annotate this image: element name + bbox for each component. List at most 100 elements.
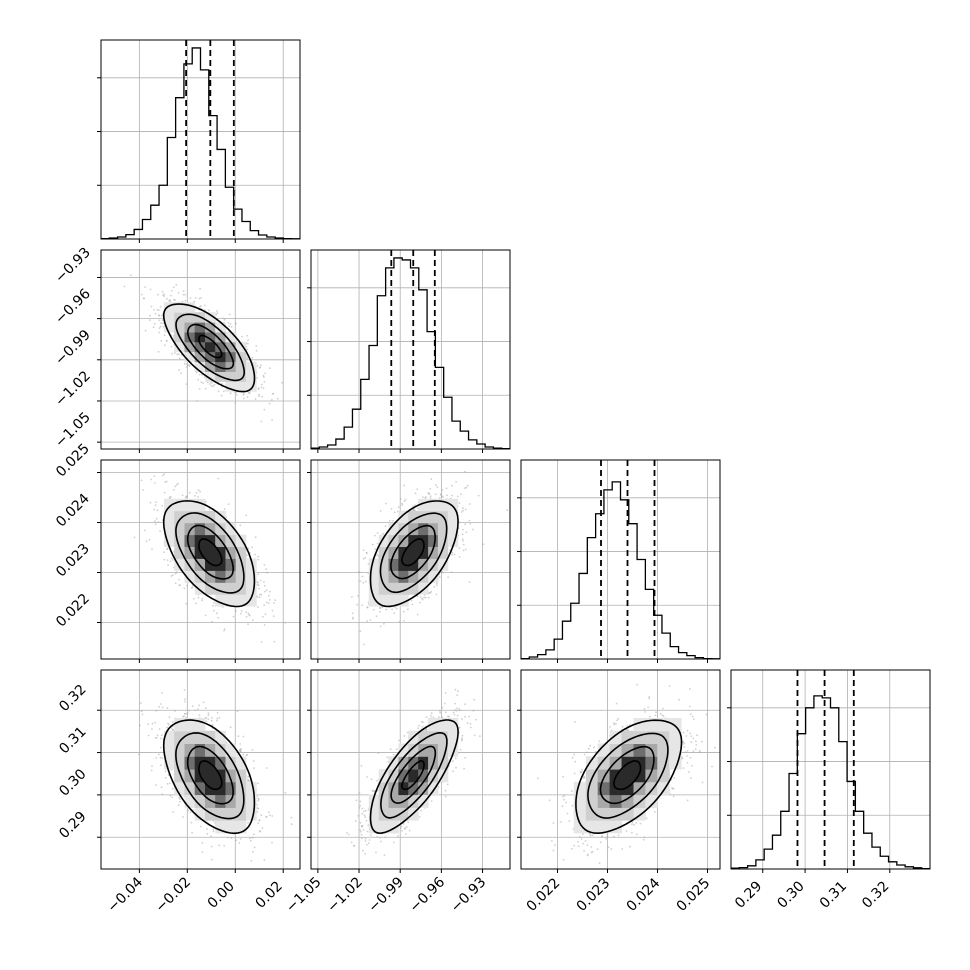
scatter-point	[155, 517, 158, 520]
scatter-point	[181, 300, 184, 303]
scatter-point	[191, 831, 194, 834]
density-cell	[418, 498, 429, 512]
density-cell	[215, 594, 226, 607]
scatter-point	[259, 579, 262, 582]
scatter-panel-1-0: −1.05−1.02−0.99−0.96−0.93	[52, 245, 301, 453]
histogram-step	[101, 47, 300, 239]
scatter-point	[385, 608, 388, 611]
density-cell	[215, 322, 226, 333]
panel-frame	[100, 39, 301, 240]
density-cell	[184, 546, 196, 559]
scatter-point	[246, 778, 249, 781]
scatter-point	[157, 350, 160, 353]
scatter-point	[256, 596, 259, 598]
density-cell	[194, 341, 206, 353]
scatter-point	[151, 548, 153, 551]
scatter-point	[458, 502, 461, 505]
scatter-point	[271, 393, 274, 395]
scatter-point	[247, 623, 250, 626]
scatter-point	[258, 587, 260, 590]
scatter-point	[351, 617, 354, 620]
scatter-point	[186, 584, 189, 587]
density-cell	[164, 522, 175, 536]
scatter-point	[379, 510, 382, 512]
density-cell	[408, 582, 419, 595]
scatter-point	[260, 641, 263, 643]
scatter-point	[164, 481, 167, 484]
scatter-point	[281, 381, 283, 384]
scatter-point	[210, 835, 212, 838]
scatter-point	[144, 329, 147, 332]
scatter-point	[213, 383, 216, 386]
density-cell	[225, 582, 237, 595]
scatter-point	[464, 508, 467, 511]
density-cell	[418, 522, 429, 536]
scatter-point	[246, 554, 248, 556]
density-cell	[235, 351, 247, 363]
scatter-point	[257, 558, 260, 561]
scatter-point	[356, 603, 358, 606]
scatter-point	[351, 596, 353, 598]
density-cell	[215, 546, 226, 559]
density-cell	[174, 341, 185, 353]
scatter-point	[271, 418, 273, 421]
scatter-point	[229, 392, 232, 395]
scatter-point	[149, 314, 151, 317]
scatter-point	[462, 528, 464, 531]
density-cell	[246, 361, 257, 372]
density-cell	[205, 510, 216, 524]
scatter-point	[259, 593, 261, 596]
scatter-point	[468, 581, 471, 583]
scatter-point	[451, 484, 453, 487]
scatter-panel-2-1	[307, 459, 511, 663]
scatter-point	[263, 581, 265, 583]
density-cell	[184, 302, 196, 313]
scatter-point	[221, 382, 223, 385]
contour-level-1	[187, 323, 235, 370]
scatter-point	[159, 737, 162, 740]
scatter-point	[212, 385, 215, 388]
density-cell	[246, 594, 257, 607]
density-cell	[174, 534, 185, 547]
panel-frame	[310, 459, 511, 660]
scatter-point	[153, 508, 156, 511]
scatter-point	[201, 599, 203, 602]
scatter-point	[268, 402, 271, 405]
density-cell	[225, 371, 237, 382]
scatter-point	[357, 595, 359, 597]
scatter-point	[171, 559, 174, 561]
scatter-point	[203, 304, 206, 307]
scatter-point	[185, 363, 188, 365]
scatter-point	[170, 575, 173, 577]
density-cell	[428, 570, 439, 583]
scatter-point	[163, 473, 166, 476]
density-cell	[235, 371, 247, 382]
scatter-point	[374, 534, 376, 537]
scatter-point	[223, 319, 226, 321]
scatter-point	[266, 571, 268, 574]
scatter-point	[177, 482, 179, 485]
scatter-point	[227, 503, 230, 506]
scatter-point	[447, 576, 449, 579]
scatter-point	[148, 538, 151, 541]
density-cell	[408, 570, 419, 583]
scatter-point	[460, 511, 463, 513]
density-cell	[205, 522, 216, 536]
scatter-point	[182, 293, 185, 296]
scatter-point	[395, 607, 398, 610]
density-cell	[184, 570, 196, 583]
scatter-point	[461, 533, 464, 536]
scatter-point	[234, 402, 237, 404]
scatter-point	[465, 531, 468, 534]
contour-level-3	[162, 500, 256, 608]
scatter-point	[393, 612, 396, 615]
scatter-point	[361, 604, 364, 606]
scatter-point	[178, 357, 181, 360]
density-cell	[225, 546, 237, 559]
y-tick-label: 0.024	[53, 491, 93, 531]
density-cell	[164, 322, 175, 333]
density-cell	[408, 546, 419, 559]
scatter-point	[477, 494, 480, 497]
scatter-point	[433, 585, 436, 588]
density-cell	[184, 312, 196, 323]
